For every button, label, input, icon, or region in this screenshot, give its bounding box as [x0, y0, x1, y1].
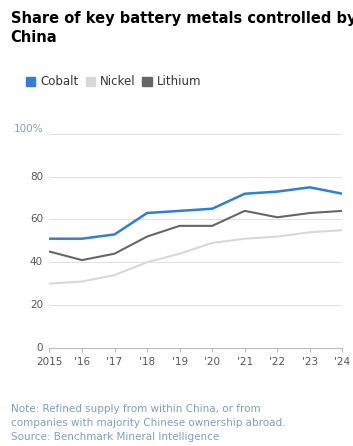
Text: Note: Refined supply from within China, or from
companies with majority Chinese : Note: Refined supply from within China, …	[11, 404, 285, 442]
Text: 100%: 100%	[13, 124, 43, 134]
Legend: Cobalt, Nickel, Lithium: Cobalt, Nickel, Lithium	[26, 75, 201, 88]
Text: 20: 20	[30, 300, 43, 310]
Text: 80: 80	[30, 172, 43, 182]
Text: Share of key battery metals controlled by
China: Share of key battery metals controlled b…	[11, 11, 353, 45]
Text: 0: 0	[36, 343, 43, 353]
Text: 40: 40	[30, 257, 43, 267]
Text: 60: 60	[30, 215, 43, 224]
